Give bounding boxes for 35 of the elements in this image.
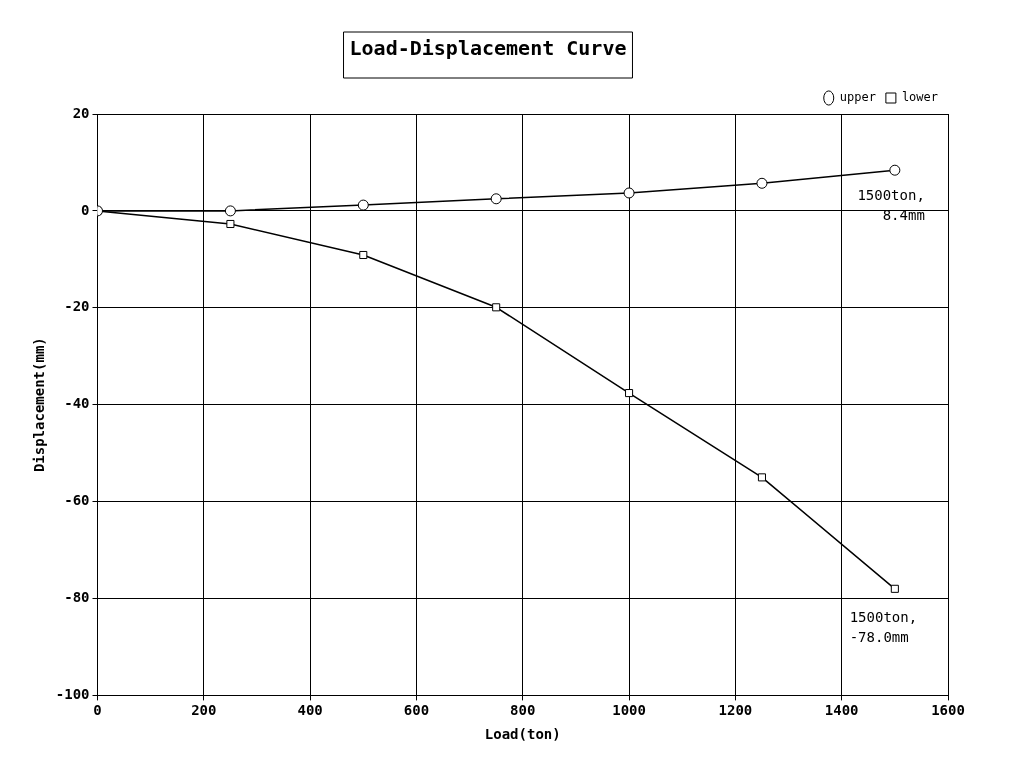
x-tick-label: 0 bbox=[93, 702, 102, 719]
y-tick-label: -20 bbox=[64, 298, 90, 315]
point bbox=[224, 205, 236, 217]
y-tick-label: -40 bbox=[64, 395, 90, 412]
y-tick-label: -60 bbox=[64, 492, 90, 509]
point bbox=[889, 164, 901, 176]
x-tick-label: 1600 bbox=[931, 702, 965, 719]
x-tick-label: 400 bbox=[297, 702, 323, 719]
annotation: 1500ton, 8.4mm bbox=[857, 186, 925, 223]
x-tick-label: 200 bbox=[191, 702, 217, 719]
point bbox=[625, 389, 634, 398]
x-tick-label: 800 bbox=[510, 702, 536, 719]
y-tick-label: 0 bbox=[81, 201, 90, 218]
chart-title: Load-Displacement Curve bbox=[349, 36, 627, 61]
x-tick-label: 1200 bbox=[718, 702, 753, 719]
point bbox=[357, 199, 369, 211]
y-tick-label: -80 bbox=[64, 589, 90, 606]
legend-label: upper bbox=[839, 90, 876, 105]
point bbox=[890, 584, 899, 593]
x-tick-label: 1400 bbox=[824, 702, 859, 719]
legend-label: lower bbox=[901, 90, 938, 105]
x-tick-label: 1000 bbox=[612, 702, 646, 719]
x-axis-title: Load(ton) bbox=[484, 726, 561, 743]
point bbox=[492, 303, 501, 312]
point bbox=[359, 250, 368, 260]
point bbox=[623, 187, 635, 199]
point bbox=[226, 219, 235, 229]
annotation: 1500ton, -78.0mm bbox=[849, 609, 918, 646]
point bbox=[490, 193, 502, 205]
y-tick-label: -100 bbox=[55, 686, 90, 703]
point bbox=[757, 473, 766, 482]
y-axis-title: Displacement(mm) bbox=[31, 337, 48, 473]
x-tick-label: 600 bbox=[403, 702, 430, 719]
point bbox=[756, 177, 768, 189]
y-tick-label: 20 bbox=[72, 104, 90, 121]
